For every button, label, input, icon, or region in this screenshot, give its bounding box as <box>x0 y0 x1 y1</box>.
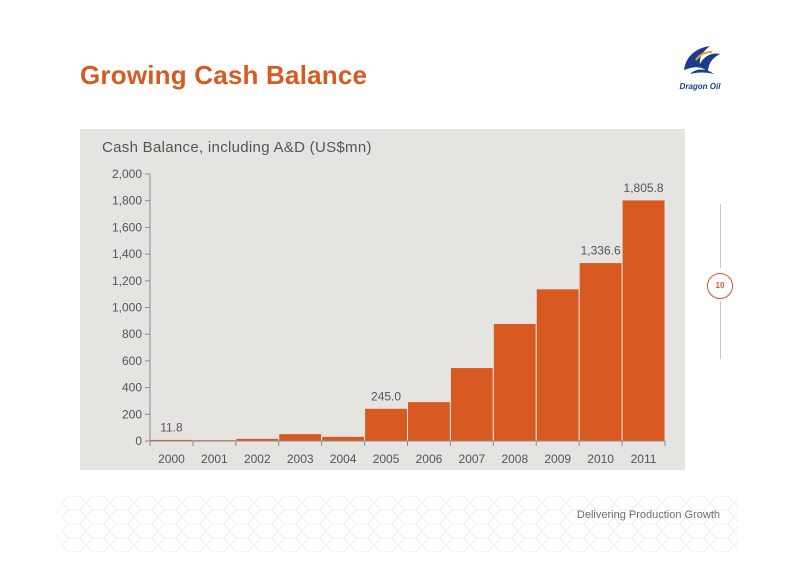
logo-text: Dragon Oil <box>679 82 721 91</box>
y-tick-label-1800: 1,800 <box>112 194 142 208</box>
bar-2008 <box>492 323 537 442</box>
x-tick-label-2002: 2002 <box>244 452 271 466</box>
bar-2003 <box>278 433 323 442</box>
x-tick-label-2003: 2003 <box>287 452 314 466</box>
y-tick-label-1000: 1,000 <box>112 301 142 315</box>
x-tick-label-2000: 2000 <box>158 452 185 466</box>
y-tick-label-1400: 1,400 <box>112 247 142 261</box>
y-tick-label-2000: 2,000 <box>112 167 142 181</box>
page-number-badge: 10 <box>707 273 733 299</box>
data-label-2010: 1,336.6 <box>581 244 621 258</box>
bar-2007 <box>449 367 494 442</box>
y-tick-label-600: 600 <box>122 354 142 368</box>
dragon-oil-logo: Dragon Oil <box>666 40 734 95</box>
footer-tagline: Delivering Production Growth <box>576 509 720 521</box>
cash-balance-chart: 0 200 400 600 800 1,000 1,200 1,400 1,600 1,800 2,… <box>112 167 666 466</box>
y-tick-label-800: 800 <box>122 327 142 341</box>
bar-2005 <box>364 407 409 442</box>
data-label-2000: 11.8 <box>160 420 183 434</box>
y-tick-label-0: 0 <box>135 434 142 448</box>
x-tick-label-2011: 2011 <box>631 452 657 466</box>
x-tick-label-2010: 2010 <box>587 452 614 466</box>
y-tick-label-1600: 1,600 <box>112 220 142 234</box>
slide-title: Growing Cash Balance <box>80 60 368 90</box>
x-tick-label-2007: 2007 <box>459 452 486 466</box>
x-tick-label-2004: 2004 <box>330 452 357 466</box>
y-tick-label-400: 400 <box>122 381 142 395</box>
side-divider-top <box>720 204 721 268</box>
x-tick-label-2001: 2001 <box>201 452 228 466</box>
bar-2009 <box>535 288 580 442</box>
bar-2011 <box>621 199 666 442</box>
x-tick-label-2009: 2009 <box>544 452 571 466</box>
x-tick-label-2008: 2008 <box>501 452 528 466</box>
bar-2004 <box>321 435 366 442</box>
dragon-oil-logo-icon <box>684 46 720 74</box>
chart-panel: Cash Balance, including A&D (US$mn) 0 200… <box>80 129 685 470</box>
data-label-2011: 1,805.8 <box>624 181 664 195</box>
bar-2010 <box>578 262 623 442</box>
side-divider-bottom <box>720 301 721 359</box>
x-tick-label-2006: 2006 <box>416 452 443 466</box>
data-label-2005: 245.0 <box>371 389 401 403</box>
y-tick-label-200: 200 <box>122 407 142 421</box>
chart-title: Cash Balance, including A&D (US$mn) <box>102 139 372 156</box>
y-tick-label-1200: 1,200 <box>112 274 142 288</box>
bar-2006 <box>407 401 451 442</box>
decorative-pattern <box>62 496 738 552</box>
x-tick-label-2005: 2005 <box>373 452 400 466</box>
